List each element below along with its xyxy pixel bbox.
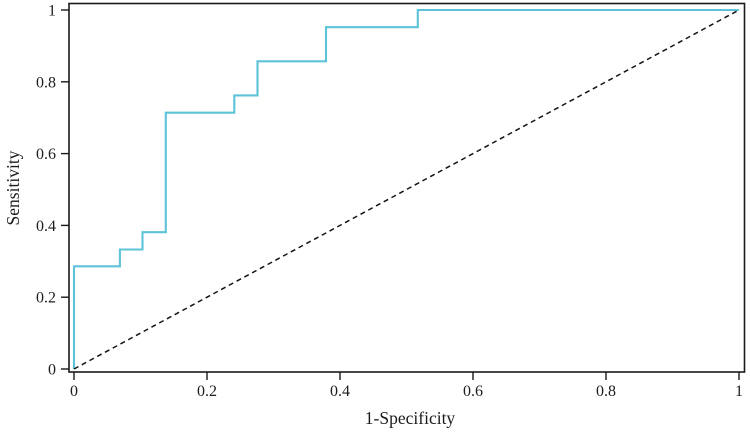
roc-curve: [72, 8, 739, 369]
x-tick-label: 0.2: [197, 383, 217, 400]
plot-frame: [68, 2, 746, 373]
x-tick-label: 0.8: [596, 383, 616, 400]
y-axis-label: Sensitivity: [3, 150, 23, 225]
x-tick-label: 0: [70, 383, 78, 400]
y-tick-label: 0: [48, 362, 56, 379]
y-tick-label: 1: [48, 3, 56, 20]
x-tick-label: 0.4: [330, 383, 350, 400]
y-tick-label: 0.2: [36, 290, 56, 307]
y-tick-label: 0.8: [36, 74, 56, 91]
x-tick-label: 0.6: [463, 383, 483, 400]
reference-diagonal: [73, 9, 740, 370]
axis-ticks: 0 0.2 0.4 0.6 0.8 1 0 0.2 0.4 0.6 0.8 1: [36, 3, 743, 401]
y-tick-label: 0.4: [36, 218, 56, 235]
y-tick-label: 0.6: [36, 146, 56, 163]
x-tick-label: 1: [735, 383, 743, 400]
x-axis-label: 1-Specificity: [365, 408, 456, 428]
chart-series: [72, 8, 740, 370]
